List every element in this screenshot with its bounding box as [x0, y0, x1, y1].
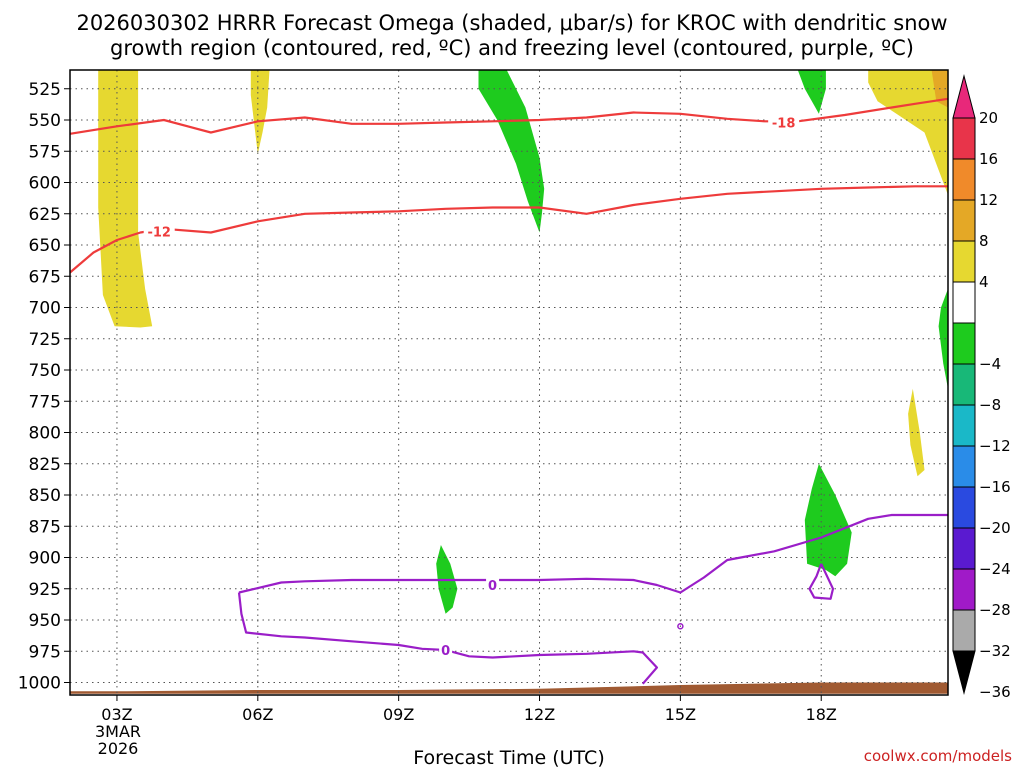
x-tick-label: 06Z	[242, 705, 273, 724]
colorbar-label: 20	[979, 109, 998, 127]
x-axis-ticks: 03Z 06Z 09Z 12Z 15Z 18Z	[101, 695, 837, 724]
date-label-year: 2026	[98, 739, 139, 758]
sinking-air-20z-small	[908, 388, 925, 477]
colorbar-top-arrow	[952, 74, 976, 119]
y-tick-label: 725	[29, 330, 61, 350]
date-label-day: 3MAR	[95, 722, 141, 741]
colorbar-label: −20	[979, 519, 1011, 537]
colorbar-label: 16	[979, 150, 998, 168]
contour-label: 0	[488, 579, 497, 594]
x-tick-label: 12Z	[524, 705, 555, 724]
contour-line-2	[238, 513, 948, 594]
y-tick-label: 600	[29, 174, 61, 194]
contour-marker	[677, 623, 684, 630]
y-tick-label: 575	[29, 142, 61, 162]
grid-lines	[70, 70, 948, 695]
sinking-air-03z	[98, 70, 153, 328]
colorbar-bin	[952, 240, 976, 283]
plot-frame	[69, 69, 949, 696]
colorbar-bin	[952, 117, 976, 160]
contour-lines: -18 -12 0 0	[69, 97, 949, 685]
contour-label-bg	[486, 577, 500, 592]
colorbar-bin	[952, 486, 976, 529]
colorbar-bin	[952, 609, 976, 652]
colorbar-bin	[952, 363, 976, 406]
colorbar-label: 12	[979, 191, 998, 209]
colorbar-label: −24	[979, 560, 1011, 578]
contour-line-0	[69, 97, 949, 135]
y-tick-label: 550	[29, 111, 61, 131]
x-axis-label: Forecast Time (UTC)	[413, 747, 604, 768]
contour-line-4	[808, 563, 835, 600]
sinking-air-06z	[250, 70, 270, 154]
colorbar-bin	[952, 322, 976, 365]
y-tick-label: 825	[29, 455, 61, 475]
colorbar-label: −28	[979, 601, 1011, 619]
contour-label-bg	[439, 642, 453, 657]
colorbar-bin	[952, 568, 976, 611]
contour-label: -18	[772, 117, 796, 132]
colorbar-bottom-arrow	[952, 650, 976, 695]
chart-title-line-1: 2026030302 HRRR Forecast Omega (shaded, …	[76, 11, 947, 35]
colorbar-label: −4	[979, 355, 1001, 373]
colorbar-label: 8	[979, 232, 989, 250]
omega-shaded-regions	[98, 70, 948, 614]
y-tick-label: 950	[29, 611, 61, 631]
y-tick-label: 925	[29, 580, 61, 600]
colorbar-bin	[952, 404, 976, 447]
chart-title-line-2: growth region (contoured, red, ºC) and f…	[110, 36, 914, 60]
y-tick-label: 850	[29, 486, 61, 506]
contour-label-bg	[768, 114, 800, 130]
terrain-layer	[70, 682, 948, 694]
y-tick-label: 700	[29, 299, 61, 319]
colorbar-bin	[952, 158, 976, 201]
y-axis-ticks: 525 550 575 600 625 650 675 700 725 750 775 800 825 8…	[18, 80, 70, 694]
terrain-fill	[70, 682, 948, 694]
y-tick-label: 875	[29, 517, 61, 537]
x-tick-label: 09Z	[383, 705, 414, 724]
colorbar-label: −12	[979, 437, 1011, 455]
x-tick-label: 15Z	[665, 705, 696, 724]
colorbar-bin	[952, 281, 976, 324]
y-tick-label: 800	[29, 424, 61, 444]
x-tick-label: 18Z	[806, 705, 837, 724]
credit-text: coolwx.com/models	[864, 747, 1012, 765]
y-tick-label: 775	[29, 392, 61, 412]
colorbar-bin	[952, 199, 976, 242]
colorbar-label: −36	[979, 683, 1011, 701]
y-tick-label: 975	[29, 642, 61, 662]
contour-label: 0	[441, 644, 450, 659]
y-tick-label: 625	[29, 205, 61, 225]
colorbar-bin	[952, 445, 976, 488]
colorbar-label: −32	[979, 642, 1011, 660]
rising-air-18z-low	[804, 463, 852, 577]
y-tick-label: 650	[29, 236, 61, 256]
rising-air-18z-top	[797, 70, 826, 114]
colorbar-label: −8	[979, 396, 1001, 414]
y-tick-label: 900	[29, 549, 61, 569]
contour-label-bg	[143, 223, 175, 239]
colorbar-label: 4	[979, 273, 989, 291]
rising-air-right-edge	[938, 288, 948, 389]
x-tick-label: 03Z	[101, 705, 132, 724]
y-tick-label: 525	[29, 80, 61, 100]
y-tick-label: 1000	[18, 674, 61, 694]
y-tick-label: 750	[29, 361, 61, 381]
y-tick-label: 675	[29, 267, 61, 287]
colorbar: 20 16 12 8 4 −4 −8 −12 −16 −20 −24 −28 −32 −36	[952, 74, 1011, 701]
contour-line-1	[69, 185, 948, 274]
contour-label: -12	[147, 225, 171, 240]
colorbar-label: −16	[979, 478, 1011, 496]
colorbar-bin	[952, 527, 976, 570]
